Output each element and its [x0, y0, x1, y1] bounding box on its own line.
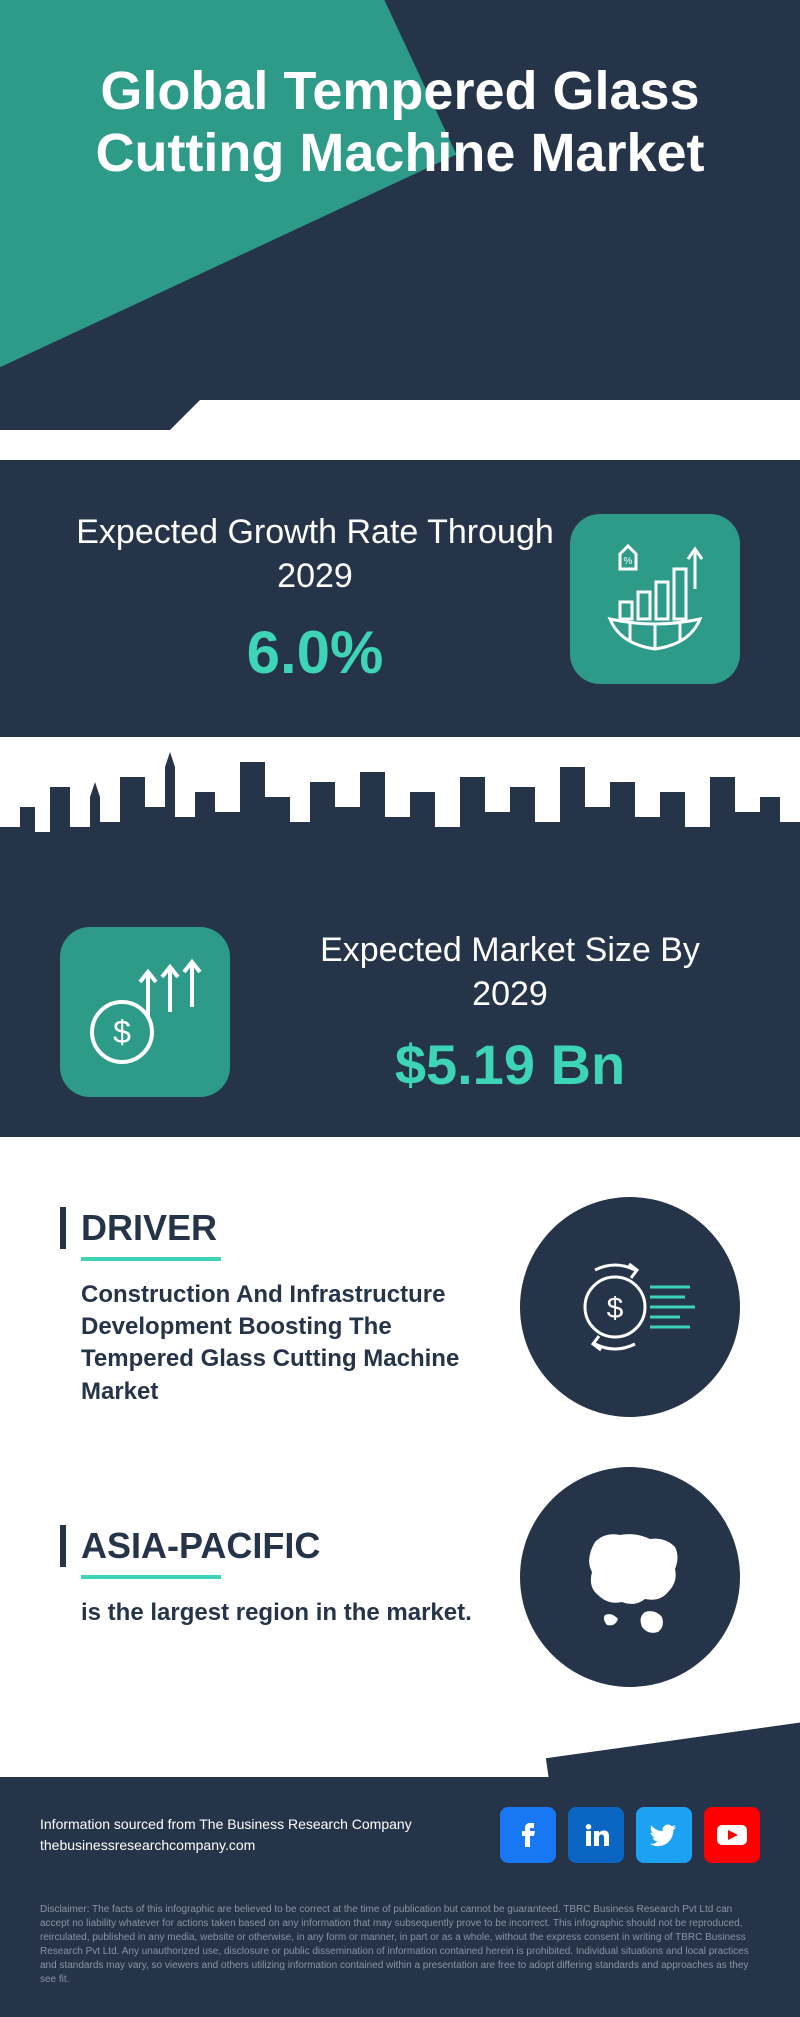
region-title: ASIA-PACIFIC: [60, 1525, 480, 1567]
facebook-icon[interactable]: [500, 1807, 556, 1863]
market-size-label: Expected Market Size By 2029: [280, 928, 740, 1016]
header-section: Global Tempered Glass Cutting Machine Ma…: [0, 0, 800, 400]
region-body: is the largest region in the market.: [81, 1597, 480, 1629]
driver-text: DRIVER Construction And Infrastructure D…: [60, 1207, 480, 1409]
growth-chart-icon: %: [570, 514, 740, 684]
info-section: DRIVER Construction And Infrastructure D…: [0, 1137, 800, 1777]
footer-attribution: Information sourced from The Business Re…: [40, 1814, 412, 1856]
footer-line2: thebusinessresearchcompany.com: [40, 1835, 412, 1856]
market-size-value: $5.19 Bn: [280, 1032, 740, 1097]
driver-row: DRIVER Construction And Infrastructure D…: [60, 1197, 740, 1417]
page-title: Global Tempered Glass Cutting Machine Ma…: [60, 60, 740, 184]
driver-underline: [81, 1257, 221, 1261]
twitter-icon[interactable]: [636, 1807, 692, 1863]
footer-line1: Information sourced from The Business Re…: [40, 1814, 412, 1835]
region-underline: [81, 1575, 221, 1579]
market-size-block: $ Expected Market Size By 2029 $5.19 Bn: [0, 887, 800, 1137]
disclaimer-text: Disclaimer: The facts of this infographi…: [0, 1893, 800, 2017]
svg-text:$: $: [607, 1292, 624, 1325]
youtube-icon[interactable]: [704, 1807, 760, 1863]
region-row: ASIA-PACIFIC is the largest region in th…: [60, 1467, 740, 1687]
growth-rate-label: Expected Growth Rate Through 2029: [60, 510, 570, 598]
market-size-text: Expected Market Size By 2029 $5.19 Bn: [280, 928, 740, 1096]
infographic-container: Global Tempered Glass Cutting Machine Ma…: [0, 0, 800, 2017]
social-icons-row: [500, 1807, 760, 1863]
spacer-accent: [0, 400, 800, 460]
region-text: ASIA-PACIFIC is the largest region in th…: [60, 1525, 480, 1629]
svg-text:$: $: [113, 1014, 131, 1050]
growth-rate-block: Expected Growth Rate Through 2029 6.0% %: [0, 460, 800, 737]
growth-rate-value: 6.0%: [60, 618, 570, 687]
skyline-divider: [0, 737, 800, 887]
footer-section: Information sourced from The Business Re…: [0, 1777, 800, 1893]
svg-text:%: %: [624, 556, 633, 567]
asia-map-icon: [520, 1467, 740, 1687]
driver-title: DRIVER: [60, 1207, 480, 1249]
dollar-transfer-icon: $: [520, 1197, 740, 1417]
dollar-arrows-icon: $: [60, 927, 230, 1097]
driver-body: Construction And Infrastructure Developm…: [81, 1279, 480, 1409]
linkedin-icon[interactable]: [568, 1807, 624, 1863]
growth-rate-text: Expected Growth Rate Through 2029 6.0%: [60, 510, 570, 687]
